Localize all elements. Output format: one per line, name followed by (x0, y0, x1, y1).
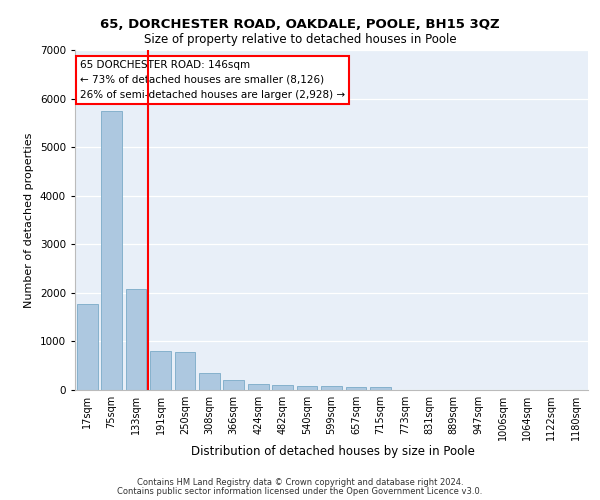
Bar (296, 386, 317, 390)
Bar (370, 387, 391, 390)
Bar (248, 384, 269, 390)
Bar (272, 384, 293, 390)
Text: 65, DORCHESTER ROAD, OAKDALE, POOLE, BH15 3QZ: 65, DORCHESTER ROAD, OAKDALE, POOLE, BH1… (100, 18, 500, 30)
Text: Contains HM Land Registry data © Crown copyright and database right 2024.: Contains HM Land Registry data © Crown c… (137, 478, 463, 487)
Bar (223, 380, 244, 390)
Y-axis label: Number of detached properties: Number of detached properties (24, 132, 34, 308)
Bar (346, 386, 367, 390)
Text: 65 DORCHESTER ROAD: 146sqm
← 73% of detached houses are smaller (8,126)
26% of s: 65 DORCHESTER ROAD: 146sqm ← 73% of deta… (80, 60, 345, 100)
Text: Distribution of detached houses by size in Poole: Distribution of detached houses by size … (191, 444, 475, 458)
Text: Size of property relative to detached houses in Poole: Size of property relative to detached ho… (143, 32, 457, 46)
Bar (321, 386, 342, 390)
Bar (77, 304, 98, 390)
Bar (175, 352, 196, 390)
Bar (199, 374, 220, 390)
Bar (150, 351, 171, 390)
Bar (125, 289, 146, 390)
Text: Contains public sector information licensed under the Open Government Licence v3: Contains public sector information licen… (118, 487, 482, 496)
Bar (101, 110, 122, 390)
